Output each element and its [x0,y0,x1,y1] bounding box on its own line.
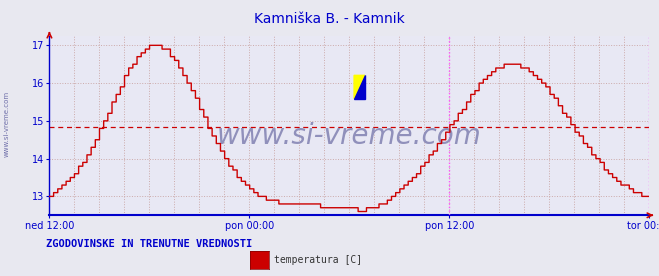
Text: ZGODOVINSKE IN TRENUTNE VREDNOSTI: ZGODOVINSKE IN TRENUTNE VREDNOSTI [46,239,252,249]
Text: www.si-vreme.com: www.si-vreme.com [217,122,482,150]
Text: www.si-vreme.com: www.si-vreme.com [3,91,9,157]
Polygon shape [354,75,365,99]
Text: Kamniška B. - Kamnik: Kamniška B. - Kamnik [254,12,405,26]
Text: temperatura [C]: temperatura [C] [274,255,362,265]
Polygon shape [354,75,365,99]
